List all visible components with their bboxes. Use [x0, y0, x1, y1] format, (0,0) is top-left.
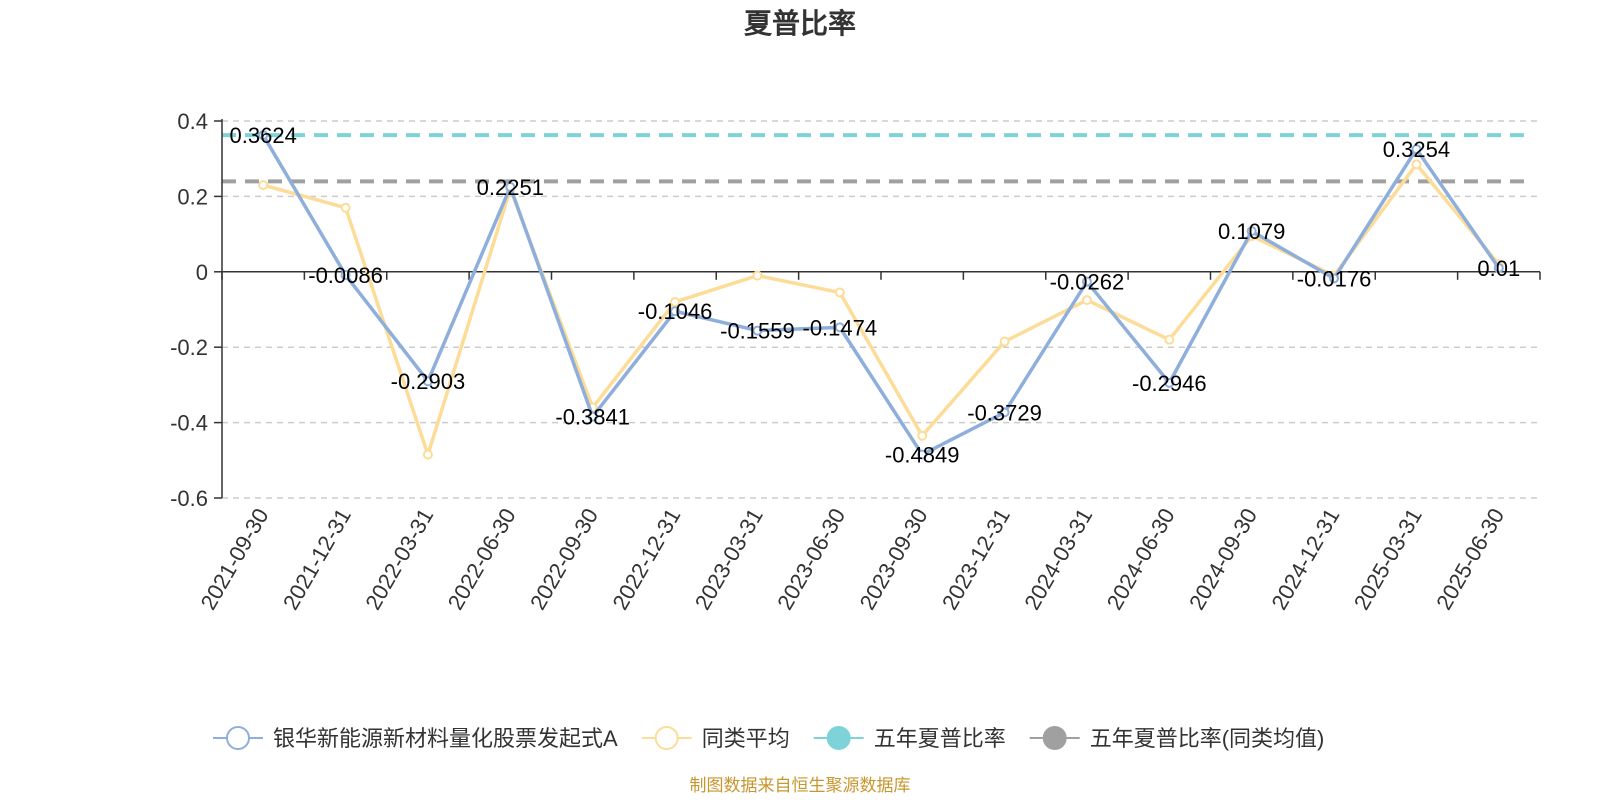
- data-label: 0.3624: [230, 123, 297, 148]
- legend-item[interactable]: 五年夏普比率(同类均值): [1029, 726, 1325, 751]
- x-tick-label: 2022-12-31: [607, 504, 685, 614]
- chart-title: 夏普比率: [744, 7, 856, 40]
- legend-marker: [226, 726, 250, 750]
- data-label: -0.1559: [720, 319, 795, 344]
- data-label: -0.0086: [308, 263, 383, 288]
- data-point: [1411, 144, 1422, 155]
- data-point: [1329, 273, 1340, 284]
- legend-label: 五年夏普比率(同类均值): [1090, 726, 1325, 751]
- x-tick-label: 2024-12-31: [1266, 504, 1344, 614]
- y-tick-label: -0.6: [170, 486, 208, 511]
- x-tick-label: 2024-03-31: [1019, 504, 1097, 614]
- data-point: [505, 181, 516, 192]
- data-point: [422, 376, 433, 387]
- data-label: -0.3841: [555, 405, 630, 430]
- x-tick-label: 2021-09-30: [196, 504, 274, 614]
- legend-item[interactable]: 银华新能源新材料量化股票发起式A: [213, 726, 618, 751]
- data-label: -0.4849: [885, 443, 960, 468]
- data-point: [834, 322, 845, 333]
- data-point: [1246, 226, 1257, 237]
- data-label: -0.2946: [1132, 371, 1207, 396]
- data-point: [422, 449, 433, 460]
- data-point: [999, 336, 1010, 347]
- series-line: [262, 162, 1501, 457]
- data-point: [1164, 334, 1175, 345]
- legend-label: 同类平均: [702, 726, 790, 751]
- reference-lines: [222, 133, 1530, 184]
- y-tick-label: -0.4: [170, 411, 208, 436]
- series-line: [261, 134, 1501, 457]
- data-point: [1081, 295, 1092, 306]
- data-label: -0.0176: [1297, 266, 1372, 291]
- data-point: [587, 411, 598, 422]
- x-tick-label: 2022-03-31: [360, 504, 438, 614]
- data-labels: 0.3624 -0.0086 -0.2903 0.2251 -0.3841 -0.1046…: [230, 123, 1521, 467]
- series-lines: [258, 130, 1504, 460]
- data-label: 0.2251: [477, 175, 544, 200]
- data-point: [999, 407, 1010, 418]
- legend-marker: [654, 726, 679, 750]
- data-point: [258, 180, 269, 191]
- grid-lines: [222, 120, 1540, 499]
- x-tick-label: 2023-03-31: [690, 504, 768, 614]
- data-point: [917, 449, 928, 460]
- legend-marker: [826, 726, 851, 750]
- x-tick-label: 2022-06-30: [443, 504, 521, 614]
- y-tick-label: 0.2: [177, 184, 208, 209]
- legend[interactable]: 银华新能源新材料量化股票发起式A 同类平均 五年夏普比率 五年夏普比率(同类均值): [213, 726, 1324, 751]
- data-point: [917, 430, 928, 441]
- data-point: [340, 202, 351, 213]
- x-tick-label: 2025-06-30: [1431, 504, 1509, 614]
- y-tick-label: 0.4: [177, 109, 208, 134]
- legend-label: 银华新能源新材料量化股票发起式A: [273, 726, 618, 751]
- legend-item[interactable]: 五年夏普比率: [813, 726, 1006, 751]
- x-tick-label: 2023-12-31: [937, 504, 1015, 614]
- data-label: -0.1474: [803, 315, 878, 340]
- x-tick-label: 2022-09-30: [525, 504, 603, 614]
- x-tick-label: 2025-03-31: [1349, 504, 1427, 614]
- data-point: [1411, 159, 1422, 170]
- data-label: 0.01: [1477, 256, 1520, 281]
- data-point: [752, 270, 763, 281]
- source-note: 制图数据来自恒生聚源数据库: [690, 776, 911, 795]
- data-label: -0.0262: [1050, 270, 1125, 295]
- legend-marker: [1042, 726, 1067, 750]
- y-axis-ticks: 0.4 0.2 0 -0.2 -0.4 -0.6: [170, 109, 222, 511]
- x-tick-label: 2023-06-30: [772, 504, 850, 614]
- axes: [221, 119, 1540, 498]
- data-label: 0.1079: [1218, 219, 1285, 244]
- data-point: [670, 296, 681, 307]
- data-point: [1493, 263, 1504, 274]
- y-tick-label: -0.2: [170, 335, 208, 360]
- x-tick-label: 2024-09-30: [1184, 504, 1262, 614]
- data-point: [340, 270, 351, 281]
- y-tick-label: 0: [196, 260, 208, 285]
- x-tick-label: 2024-06-30: [1102, 504, 1180, 614]
- data-point: [752, 325, 763, 336]
- data-label: -0.3729: [967, 400, 1042, 425]
- data-label: -0.1046: [638, 299, 713, 324]
- x-tick-label: 2021-12-31: [278, 504, 356, 614]
- data-point: [834, 287, 845, 298]
- data-point: [670, 306, 681, 317]
- legend-label: 五年夏普比率: [874, 726, 1006, 751]
- data-point: [1081, 276, 1092, 287]
- data-label: 0.3254: [1383, 137, 1450, 162]
- data-point: [1164, 377, 1175, 388]
- x-tick-label: 2023-09-30: [855, 504, 933, 614]
- data-point: [258, 130, 269, 141]
- data-label: -0.2903: [391, 369, 466, 394]
- legend-item[interactable]: 同类平均: [641, 726, 790, 751]
